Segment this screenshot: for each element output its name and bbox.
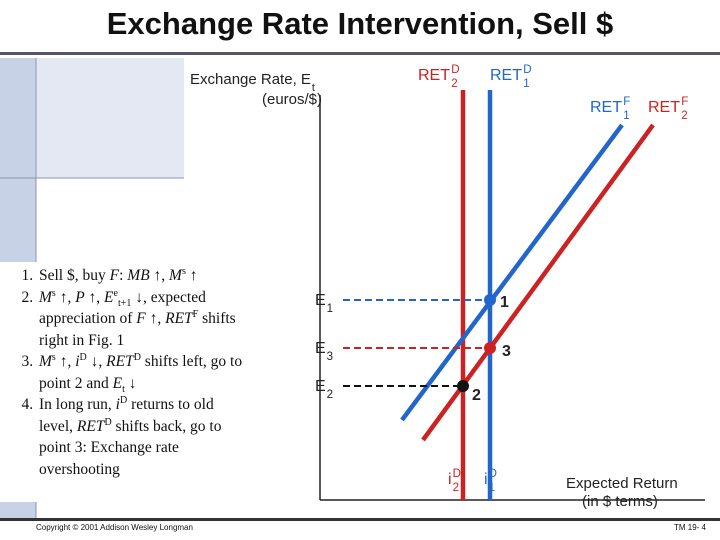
point-label: 1 [500,294,509,311]
note-text: ↑, [84,288,105,306]
note-text: In long run, [39,396,116,413]
note-text: s [51,351,56,363]
point-label: 2 [472,387,481,404]
x-axis-unit: (in $ terms) [582,493,658,510]
side-block [36,58,184,178]
note-text: shifts left, go to point 2 and [39,353,243,392]
level-label: E [315,340,326,357]
note-text: D [104,416,112,428]
note-text: shifts back, go to point 3: Exchange rat… [39,417,222,478]
note-item: Ms ↑, P ↑, Eet+1 ↓, expected appreciatio… [37,287,244,352]
level-label: E [315,292,326,309]
x-mark-label-sub: 2 [453,482,459,494]
notes-list: Sell $, buy F: MB ↑, Ms ↑Ms ↑, P ↑, Eet+… [0,265,244,480]
note-text: MB [127,267,150,284]
note-text: t+1 [117,297,132,309]
note-text: ↑ [185,267,198,284]
note-text: ↑, [149,267,170,284]
level-label-sub: 1 [327,303,333,315]
title-rule [0,52,720,55]
curve-label-sup: F [681,96,688,108]
curve-label-sub: 2 [451,78,457,90]
note-text: Sell $, buy [39,267,110,284]
note-text: shifts right in Fig. 1 [39,310,236,349]
note-item: Ms ↑, iD ↓, RETD shifts left, go to poin… [37,351,244,394]
curve-label-sub: 1 [523,78,529,90]
note-text: ↓, [86,353,107,370]
y-axis-unit: (euros/$) [262,91,322,108]
level-label: E [315,378,326,395]
note-text: RET [76,417,105,435]
note-text: ↑, [55,288,76,306]
level-label-sub: 3 [327,351,333,363]
x-mark-label-sub: 1 [489,482,495,494]
note-item: Sell $, buy F: MB ↑, Ms ↑ [37,265,244,287]
note-text: RET [165,310,193,327]
note-text: i [115,396,120,413]
note-text: ↑, [145,310,166,327]
slide-title: Exchange Rate Intervention, Sell $ [106,6,614,41]
note-text: E [104,288,114,306]
point [484,294,496,306]
note-text: M [169,267,182,284]
point-label: 3 [502,343,511,360]
curve-label: RET [418,67,450,84]
note-text: E [112,374,123,392]
footer-rule [0,518,720,521]
note-text: s [51,287,56,299]
curve [400,123,624,422]
y-axis-label-sub: t [312,82,315,94]
x-axis-label: Expected Return [566,475,678,492]
note-item: In long run, iD returns to old level, RE… [37,394,244,480]
note-text: F [109,267,120,284]
note-text: F [192,308,199,320]
note-text: e [113,287,118,299]
note-text: D [119,394,128,406]
note-text: D [79,351,87,363]
curve-label-sup: F [623,96,630,108]
curve-label-sup: D [523,64,531,76]
note-text: P [75,288,85,306]
note-text: ↓ [124,374,137,392]
copyright: Copyright © 2001 Addison Wesley Longman [36,523,193,532]
note-text: t [122,383,125,395]
note-text: M [39,353,52,370]
figure-panel [184,55,720,518]
note-text: F [136,310,146,327]
y-axis-label: Exchange Rate, E [190,71,311,88]
curve-label-sub: 2 [681,110,687,122]
point [484,342,496,354]
note-text: returns to old level, [39,396,214,435]
page-number: TM 19- 4 [673,523,706,532]
x-mark-label-sup: D [453,468,461,480]
note-text: D [133,351,141,363]
notes-box: Sell $, buy F: MB ↑, Ms ↑Ms ↑, P ↑, Eet+… [0,262,244,502]
curve-label-sup: D [451,64,459,76]
note-text: M [39,288,52,306]
note-text: : [119,267,128,284]
curve [421,123,655,442]
curve-label-sub: 1 [623,110,629,122]
note-text: ↑, [55,353,76,370]
x-mark-label: i [448,471,452,488]
curve-label: RET [490,67,522,84]
x-mark-label-sup: D [489,468,497,480]
level-label-sub: 2 [327,389,333,401]
note-text: s [181,265,186,277]
note-text: RET [106,353,134,370]
curve-label: RET [590,99,622,116]
point [457,380,469,392]
curve-label: RET [648,99,680,116]
x-mark-label: i [484,471,488,488]
note-text: ↓, expected appreciation of [39,288,206,328]
note-text: i [75,353,80,370]
